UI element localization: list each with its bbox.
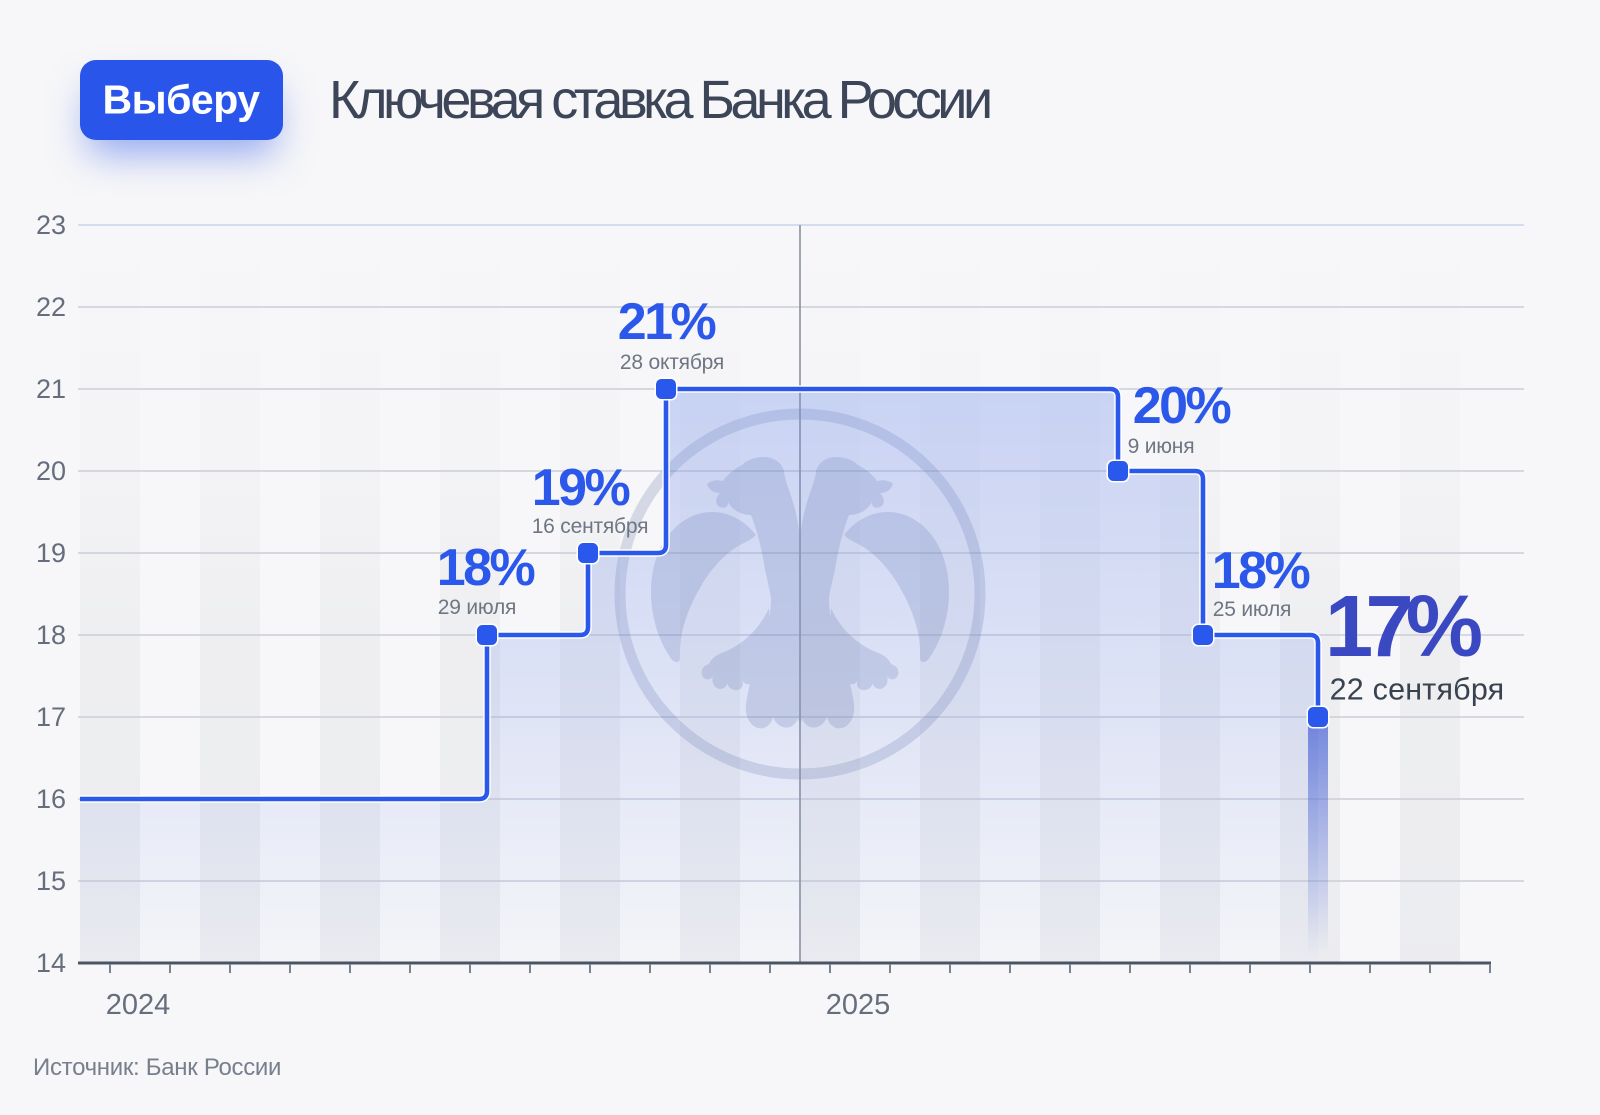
svg-text:2025: 2025 [826,989,891,1021]
svg-text:2024: 2024 [106,989,171,1021]
svg-text:16: 16 [36,784,66,814]
svg-text:18: 18 [36,620,66,650]
svg-text:15: 15 [36,866,66,896]
svg-text:21: 21 [36,374,66,404]
svg-text:17: 17 [36,702,66,732]
svg-text:19: 19 [36,538,66,568]
svg-text:14: 14 [36,948,66,978]
svg-text:22: 22 [36,292,66,322]
svg-text:23: 23 [36,210,66,240]
svg-text:20: 20 [36,456,66,486]
